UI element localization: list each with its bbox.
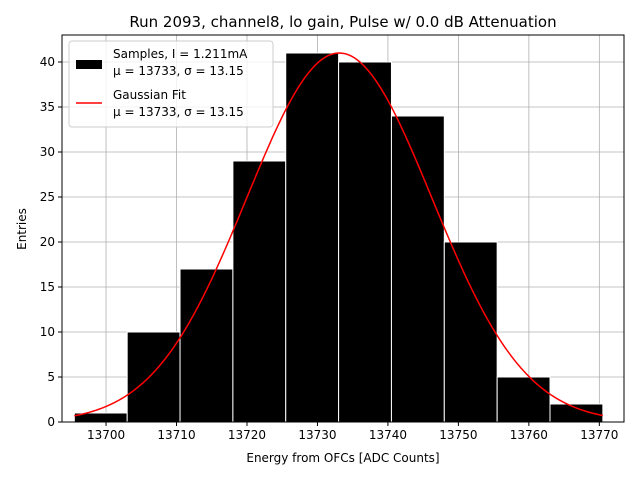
y-tick-label: 20	[40, 235, 55, 249]
x-tick-label: 13710	[157, 428, 195, 442]
legend-label-fit: Gaussian Fit	[113, 88, 186, 102]
legend-label-samples: Samples, I = 1.211mA	[113, 47, 248, 61]
y-tick-label: 35	[40, 100, 55, 114]
x-tick-label: 13750	[439, 428, 477, 442]
legend: Samples, I = 1.211mA μ = 13733, σ = 13.1…	[68, 40, 274, 128]
x-axis-ticks: 13700 13710 13720 13730 13740 13750 13760 13770	[87, 422, 618, 442]
y-tick-label: 25	[40, 190, 55, 204]
histogram-bar	[549, 403, 604, 423]
x-tick-label: 13720	[228, 428, 266, 442]
histogram-bar	[496, 376, 551, 423]
histogram-bar	[285, 52, 340, 423]
y-axis-label: Entries	[15, 208, 29, 250]
legend-box	[68, 40, 274, 128]
y-tick-label: 0	[47, 415, 55, 429]
x-tick-label: 13730	[298, 428, 336, 442]
y-tick-label: 30	[40, 145, 55, 159]
y-axis-ticks: 0 5 10 15 20 25 30 35 40	[40, 55, 62, 429]
x-tick-label: 13700	[87, 428, 125, 442]
histogram-bar	[443, 241, 498, 423]
histogram-bar	[390, 115, 445, 423]
y-tick-label: 40	[40, 55, 55, 69]
plot-frame	[61, 34, 625, 423]
gaussian-fit-curve	[74, 52, 604, 417]
x-tick-label: 13770	[580, 428, 618, 442]
legend-detail-samples: μ = 13733, σ = 13.15	[113, 64, 244, 78]
legend-swatch-samples	[76, 60, 102, 69]
chart-title: Run 2093, channel8, lo gain, Pulse w/ 0.…	[129, 13, 556, 31]
x-tick-label: 13740	[369, 428, 407, 442]
y-tick-label: 15	[40, 280, 55, 294]
x-axis-label: Energy from OFCs [ADC Counts]	[246, 451, 439, 465]
y-tick-label: 5	[47, 370, 55, 384]
legend-detail-fit: μ = 13733, σ = 13.15	[113, 105, 244, 119]
y-tick-label: 10	[40, 325, 55, 339]
histogram-bar	[232, 160, 287, 423]
histogram-bar	[179, 268, 234, 423]
x-tick-label: 13760	[510, 428, 548, 442]
histogram-bar	[126, 331, 181, 423]
histogram-bar	[338, 61, 392, 423]
